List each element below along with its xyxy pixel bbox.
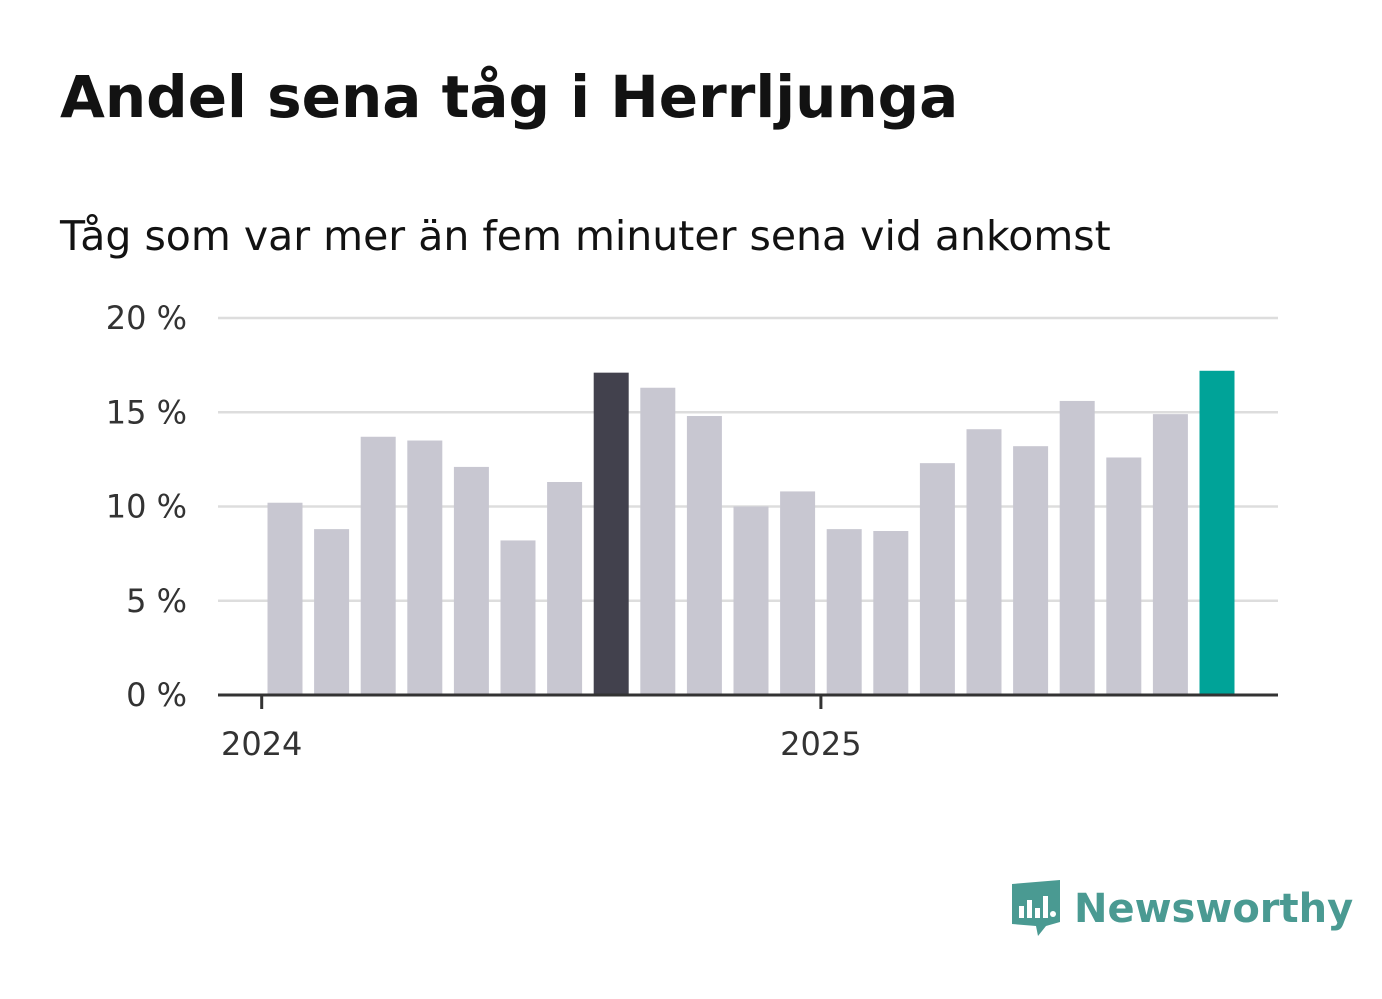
bar <box>407 440 443 695</box>
x-tick-label: 2025 <box>780 725 861 763</box>
bars <box>267 370 1235 695</box>
bar <box>1013 446 1049 695</box>
bar <box>873 531 909 695</box>
bar <box>686 416 722 695</box>
y-tick-label: 15 % <box>106 393 187 431</box>
bar <box>919 463 955 695</box>
x-tick-label: 2024 <box>221 725 302 763</box>
newsworthy-logo: Newsworthy <box>1010 878 1353 940</box>
y-tick-label: 20 % <box>106 299 187 337</box>
bar <box>826 529 862 695</box>
bar <box>547 481 583 695</box>
bar <box>966 429 1002 695</box>
bar <box>640 387 676 695</box>
bar <box>733 506 769 695</box>
y-tick-label: 5 % <box>126 582 187 620</box>
newsworthy-logo-icon <box>1012 880 1060 936</box>
bar <box>1106 457 1142 695</box>
y-tick-label: 0 % <box>126 676 187 714</box>
newsworthy-wordmark: Newsworthy <box>1074 886 1354 932</box>
bar <box>453 466 489 695</box>
bar <box>500 540 536 695</box>
bar <box>360 436 396 695</box>
bar <box>780 491 816 695</box>
bar <box>1152 414 1188 695</box>
bar <box>314 529 350 695</box>
bar <box>1059 400 1095 695</box>
bar <box>267 502 303 695</box>
axes: 0 % 5 % 10 % 15 % 20 % 2024 2025 <box>106 299 1278 763</box>
chart-subtitle: Tåg som var mer än fem minuter sena vid … <box>60 212 1111 260</box>
bar-highlight <box>593 372 629 695</box>
y-tick-label: 10 % <box>106 488 187 526</box>
bar-latest <box>1199 370 1235 695</box>
chart-title: Andel sena tåg i Herrljunga <box>60 63 959 131</box>
